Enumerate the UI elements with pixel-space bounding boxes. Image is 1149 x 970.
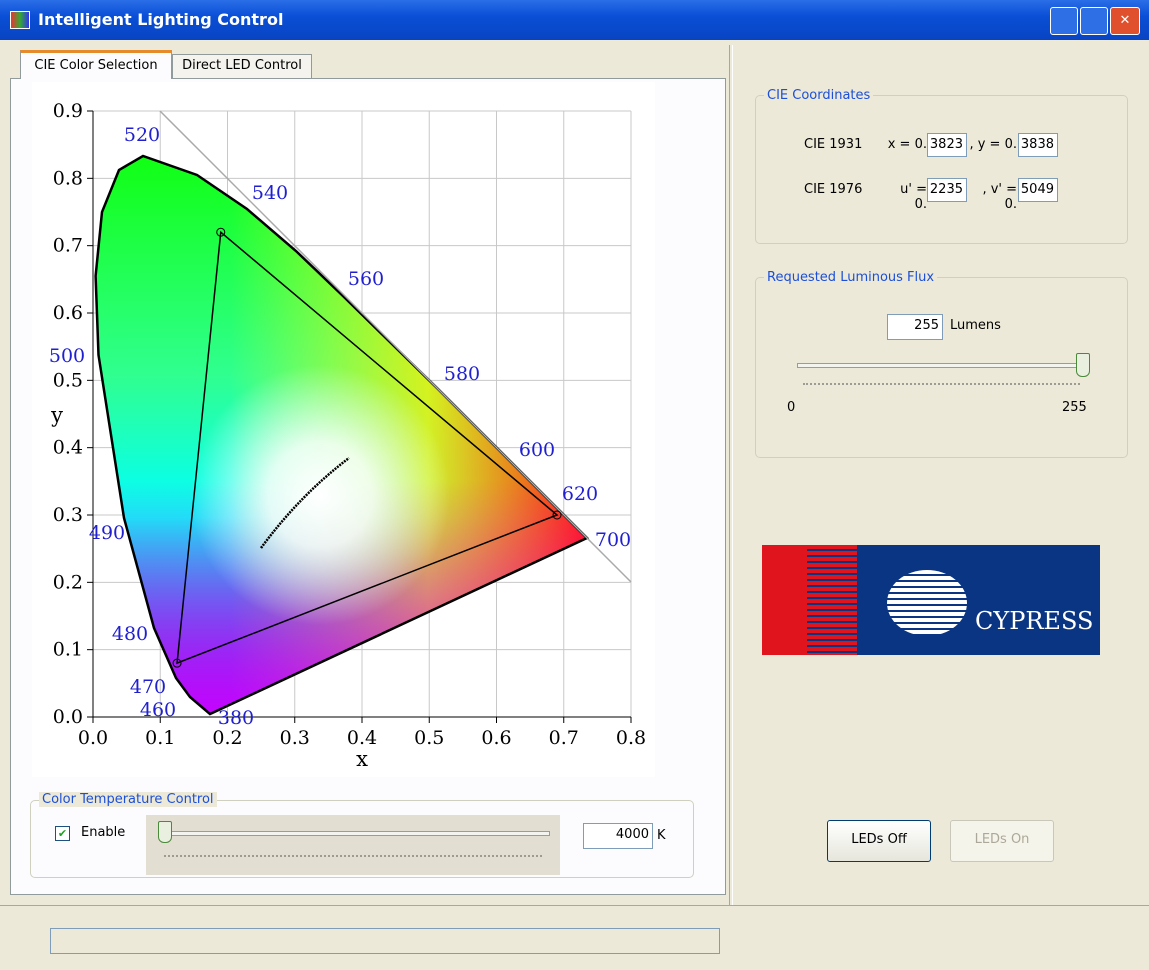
temperature-field[interactable]: 4000 [583, 823, 653, 849]
cie-coordinates-group [755, 95, 1128, 244]
coord-label: , y = 0. [969, 137, 1017, 152]
coord-field[interactable]: 3823 [927, 133, 967, 157]
wavelength-label: 500 [49, 345, 85, 367]
cie-chart: 0.0 0.1 0.2 0.3 0.4 0.5 0.6 0.7 0.8 0.0 0.1 0.2 0.3 0… [32, 82, 655, 777]
group-title: Requested Luminous Flux [764, 270, 938, 285]
coord-label: x = 0. [887, 137, 927, 152]
gamut-vertex [172, 658, 182, 668]
wavelength-label: 380 [218, 707, 254, 729]
wavelength-label: 470 [130, 676, 166, 698]
y-tick-label: 0.2 [53, 571, 83, 593]
x-tick-label: 0.7 [549, 727, 579, 749]
checkbox-label: Enable [81, 825, 126, 840]
wavelength-label: 560 [348, 268, 384, 290]
group-title: CIE Coordinates [764, 88, 874, 103]
slider-min-label: 0 [787, 400, 796, 415]
y-tick-label: 0.7 [53, 235, 83, 257]
x-tick-label: 0.6 [481, 727, 511, 749]
y-tick-label: 0.0 [53, 706, 83, 728]
gamut-vertex [216, 227, 226, 237]
wavelength-label: 600 [519, 439, 555, 461]
slider[interactable] [146, 815, 560, 875]
diagonal-line [159, 110, 632, 583]
planckian-locus [259, 457, 350, 549]
x-tick-label: 0.1 [145, 727, 175, 749]
y-tick-label: 0.5 [53, 369, 83, 391]
x-tick-label: 0.8 [616, 727, 646, 749]
coord-label: , v' = 0. [982, 182, 1017, 212]
maximize-button[interactable] [1080, 7, 1108, 35]
x-tick-label: 0.0 [78, 727, 108, 749]
slider-thumb[interactable] [1076, 353, 1090, 377]
app-icon [10, 11, 30, 29]
row-label: CIE 1976 [804, 182, 863, 197]
wavelength-label: 540 [252, 182, 288, 204]
unit-label: Lumens [950, 318, 1001, 333]
title-bar: Intelligent Lighting Control ✕ [0, 0, 1149, 40]
wavelength-label: 520 [124, 124, 160, 146]
gamut-triangle [176, 230, 559, 665]
splitter [729, 45, 733, 905]
wavelength-label: 490 [89, 522, 125, 544]
wavelength-label: 580 [444, 363, 480, 385]
row-label: CIE 1931 [804, 137, 863, 152]
coord-field[interactable]: 3838 [1018, 133, 1058, 157]
wavelength-label: 620 [562, 483, 598, 505]
y-tick-label: 0.4 [53, 437, 83, 459]
y-tick-label: 0.1 [53, 639, 83, 661]
minimize-button[interactable] [1050, 7, 1078, 35]
x-tick-label: 0.2 [212, 727, 242, 749]
tab[interactable]: CIE Color Selection [20, 50, 172, 79]
window-title: Intelligent Lighting Control [38, 10, 284, 29]
x-axis-label: x [356, 747, 368, 771]
y-tick-label: 0.6 [53, 302, 83, 324]
gamut-vertex [552, 510, 562, 520]
leds-off-button[interactable]: LEDs Off [827, 820, 931, 862]
flux-field[interactable]: 255 [887, 314, 943, 340]
progress-bar [50, 928, 720, 954]
logo: CYPRESS [762, 545, 1100, 655]
close-button[interactable]: ✕ [1110, 7, 1140, 35]
x-tick-label: 0.5 [414, 727, 444, 749]
slider-track[interactable] [797, 363, 1087, 368]
wavelength-label: 700 [595, 529, 631, 551]
y-axis-label: y [50, 403, 63, 427]
separator [0, 905, 1149, 906]
y-tick-label: 0.8 [53, 167, 83, 189]
coord-field[interactable]: 2235 [927, 178, 967, 202]
slider-ticks [803, 383, 1080, 389]
y-tick-label: 0.3 [53, 504, 83, 526]
checkbox[interactable]: ✔ [55, 826, 70, 841]
coord-label: u' = 0. [900, 182, 927, 212]
luminous-flux-group [755, 277, 1128, 458]
wavelength-label: 460 [140, 699, 176, 721]
group-title: Color Temperature Control [39, 792, 217, 807]
wavelength-label: 480 [112, 623, 148, 645]
tab[interactable]: Direct LED Control [172, 54, 312, 78]
logo-text: CYPRESS [975, 607, 1094, 635]
x-tick-label: 0.4 [347, 727, 377, 749]
leds-on-button[interactable]: LEDs On [950, 820, 1054, 862]
unit-label: K [657, 828, 666, 843]
coord-field[interactable]: 5049 [1018, 178, 1058, 202]
x-tick-label: 0.3 [280, 727, 310, 749]
color-temp-group [30, 800, 694, 878]
slider-max-label: 255 [1062, 400, 1087, 415]
y-tick-label: 0.9 [53, 100, 83, 122]
